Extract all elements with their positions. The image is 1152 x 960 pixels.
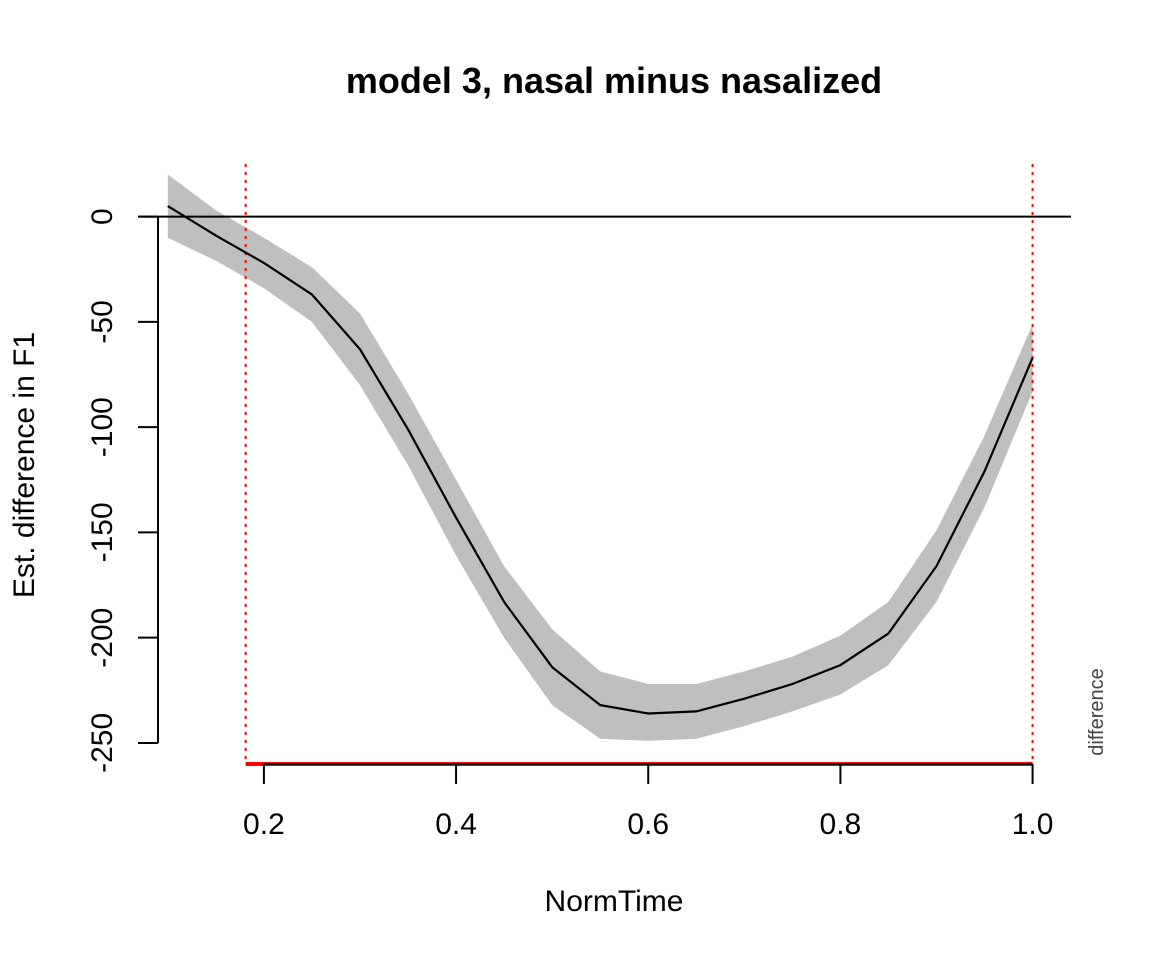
y-tick-label: -50 — [86, 300, 119, 343]
y-tick-label: -100 — [86, 397, 119, 457]
difference-line — [167, 205, 1034, 715]
y-tick-label: -250 — [86, 713, 119, 773]
x-tick-label: 0.6 — [627, 808, 669, 841]
chart-title: model 3, nasal minus nasalized — [346, 60, 882, 101]
y-tick-label: -200 — [86, 608, 119, 668]
x-tick-label: 1.0 — [1012, 808, 1054, 841]
y-axis-label: Est. difference in F1 — [8, 332, 41, 598]
x-tick-label: 0.4 — [435, 808, 477, 841]
y-tick-label: -150 — [86, 502, 119, 562]
x-tick-label: 0.8 — [820, 808, 862, 841]
y-tick-label: 0 — [86, 208, 119, 225]
plot-area: 0.2 0.4 0.6 0.8 1.0 0 -50 -100 -150 -200 -250 — [86, 164, 1071, 841]
confidence-band — [167, 174, 1033, 741]
x-axis-label: NormTime — [545, 885, 684, 918]
side-label: difference — [1086, 668, 1108, 755]
x-tick-label: 0.2 — [243, 808, 285, 841]
